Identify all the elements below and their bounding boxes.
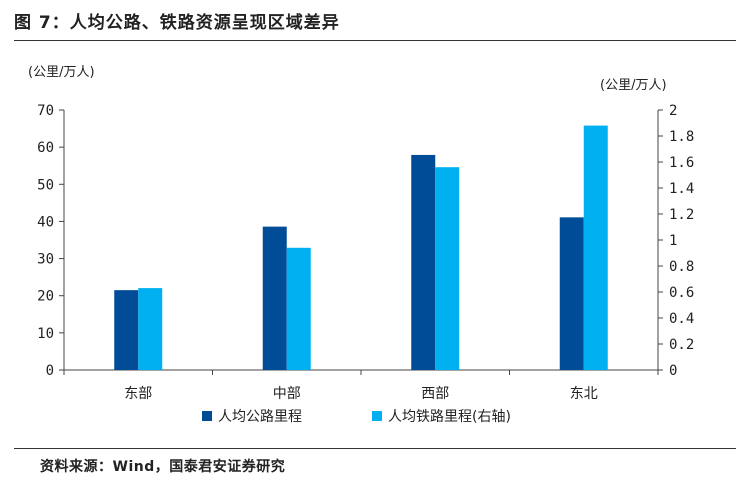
left-tick-label: 0: [46, 363, 54, 379]
right-tick-label: 0.2: [669, 337, 694, 353]
legend: 人均公路里程 人均铁路里程(右轴): [202, 409, 511, 425]
right-tick-label: 2: [669, 103, 677, 119]
bar-railway-0: [138, 288, 163, 370]
legend-label: 人均铁路里程(右轴): [388, 409, 511, 425]
title-divider: [14, 40, 736, 41]
bar-railway-3: [583, 125, 608, 370]
right-tick-label: 0.4: [669, 311, 694, 327]
left-axis-unit: (公里/万人): [28, 65, 95, 80]
source-divider: [14, 448, 736, 449]
right-tick-label: 1.4: [669, 181, 694, 197]
bar-highway-2: [411, 154, 436, 370]
right-tick-label: 0: [669, 363, 677, 379]
left-tick-label: 70: [37, 103, 54, 119]
left-tick-label: 30: [37, 252, 54, 268]
plot-area: 0 10 20 30 40 50 60 70 0 0.2 0.4 0.6 0.8 1 1.2 1.4 1.6 1.…: [37, 103, 694, 402]
right-tick-label: 1: [669, 233, 677, 249]
right-tick-label: 1.8: [669, 129, 694, 145]
x-category-label: 东北: [570, 386, 598, 402]
right-tick-label: 1.6: [669, 155, 694, 171]
legend-swatch: [372, 411, 382, 421]
left-tick-label: 50: [37, 177, 54, 193]
right-tick-label: 0.8: [669, 259, 694, 275]
left-tick-label: 60: [37, 140, 54, 156]
legend-swatch: [202, 411, 212, 421]
bar-chart: 0 10 20 30 40 50 60 70 0 0.2 0.4 0.6 0.8 1 1.2 1.4 1.6 1.…: [28, 65, 694, 425]
right-axis-unit: (公里/万人): [600, 78, 667, 93]
right-tick-label: 0.6: [669, 285, 694, 301]
left-tick-label: 10: [37, 326, 54, 342]
source-note: 资料来源：Wind，国泰君安证券研究: [40, 459, 286, 475]
bar-highway-0: [114, 290, 139, 370]
x-category-label: 中部: [273, 386, 301, 402]
x-category-label: 东部: [124, 386, 152, 402]
chart-title: 图 7：人均公路、铁路资源呈现区域差异: [14, 13, 340, 33]
bar-railway-2: [435, 167, 460, 370]
bar-railway-1: [286, 247, 311, 370]
left-tick-label: 20: [37, 289, 54, 305]
bar-highway-3: [559, 217, 584, 370]
right-tick-label: 1.2: [669, 207, 694, 223]
bar-highway-1: [262, 226, 287, 370]
left-tick-label: 40: [37, 214, 54, 230]
x-category-label: 西部: [421, 386, 449, 402]
legend-label: 人均公路里程: [218, 409, 302, 425]
